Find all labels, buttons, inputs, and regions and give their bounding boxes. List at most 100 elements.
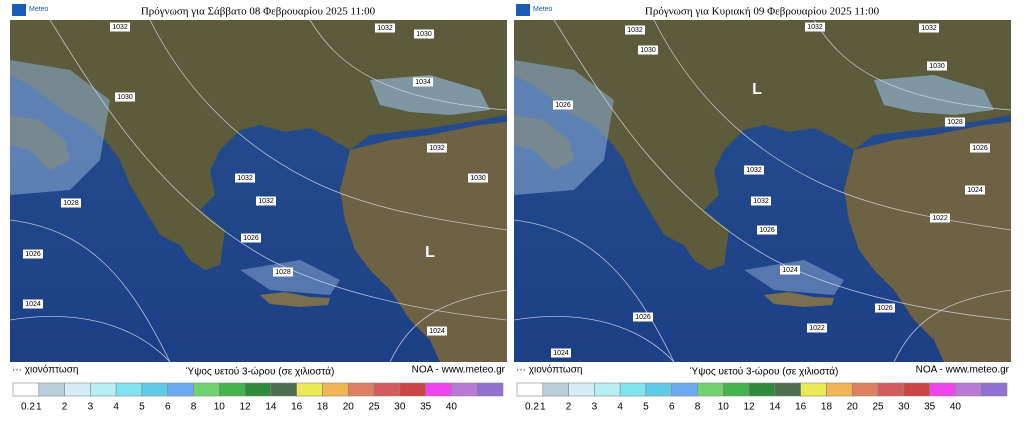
scale-label: 5 bbox=[643, 402, 649, 413]
isobar-label: 1026 bbox=[555, 102, 571, 109]
isobar-label: 1028 bbox=[63, 200, 79, 207]
isobar-label: 1028 bbox=[947, 119, 963, 126]
logo-icon bbox=[516, 4, 530, 16]
scale-label: 3 bbox=[592, 402, 598, 413]
isobar-label-box bbox=[553, 100, 573, 110]
source: NOA - www.meteo.gr bbox=[412, 365, 506, 376]
isobar-label: 1032 bbox=[237, 175, 253, 182]
scale-swatch bbox=[877, 382, 905, 397]
isobar-label: 1024 bbox=[25, 301, 41, 308]
isobar-label: 1030 bbox=[470, 175, 486, 182]
logo-text: Meteo bbox=[29, 6, 49, 13]
scale-label: 20 bbox=[847, 402, 859, 413]
scale-label: 20 bbox=[343, 402, 355, 413]
scale-label: 40 bbox=[950, 402, 962, 413]
scale-swatch bbox=[193, 382, 220, 397]
isobar-label-box bbox=[625, 25, 645, 35]
isobar-label-box bbox=[970, 143, 990, 153]
scale-label: 5 bbox=[139, 402, 145, 413]
scale-swatch bbox=[980, 382, 1008, 397]
isobar-label: 1032 bbox=[753, 198, 769, 205]
scale-label: 2 bbox=[566, 402, 572, 413]
scale-swatch bbox=[903, 382, 930, 397]
scale-swatch bbox=[955, 382, 982, 397]
scale-label: 40 bbox=[446, 402, 458, 413]
isobar-label-box bbox=[414, 29, 434, 39]
isobar-label-box bbox=[273, 267, 293, 277]
isobar-label-box bbox=[757, 225, 777, 235]
isobar-label-box bbox=[61, 198, 81, 208]
forecast-panel: Πρόγνωση για Σάββατο 08 Φεβρουαρίου 2025… bbox=[9, 4, 508, 413]
scale-label: 18 bbox=[317, 402, 329, 413]
isobar-label-box bbox=[751, 196, 771, 206]
isobar-label-box bbox=[115, 92, 135, 102]
scale-swatch bbox=[373, 382, 401, 397]
scale-label: 10 bbox=[214, 402, 226, 413]
isobar-label-box bbox=[780, 265, 800, 275]
scale-label: 35 bbox=[420, 402, 432, 413]
forecast-panel: Πρόγνωση για Κυριακή 09 Φεβρουαρίου 2025… bbox=[513, 4, 1012, 413]
isobar-label-box bbox=[919, 23, 939, 33]
scale-label: 30 bbox=[394, 402, 406, 413]
scale-label: 25 bbox=[872, 402, 884, 413]
isobar-label-box bbox=[930, 213, 950, 223]
isobar-label-box bbox=[413, 77, 433, 87]
scale-swatch bbox=[347, 382, 375, 397]
isobar-label: 1026 bbox=[25, 251, 41, 258]
source: NOA - www.meteo.gr bbox=[916, 365, 1010, 376]
panel-title: Πρόγνωση για Κυριακή 09 Φεβρουαρίου 2025… bbox=[645, 6, 880, 18]
scale-label: 0.2 bbox=[21, 402, 35, 413]
pressure-labels: 1032 1030 1032 1032 1030 L 1026 1028 1026 1032 102… bbox=[551, 22, 990, 358]
isobar-label: 1026 bbox=[635, 314, 651, 321]
scale-label: 8 bbox=[191, 402, 197, 413]
isobar-label-box bbox=[256, 196, 276, 206]
isobar-label: 1032 bbox=[746, 167, 762, 174]
map bbox=[513, 19, 1012, 363]
scale-label: 16 bbox=[291, 402, 303, 413]
isobar-label: 1030 bbox=[640, 47, 656, 54]
scale-label: 1 bbox=[540, 402, 546, 413]
scale-label: 1 bbox=[36, 402, 42, 413]
scale-swatch bbox=[425, 382, 452, 397]
isobar-label-box bbox=[875, 303, 895, 313]
isobar-label: 1034 bbox=[415, 79, 431, 86]
isobar-label-box bbox=[744, 165, 764, 175]
scale-label: 14 bbox=[769, 402, 781, 413]
scale-swatch bbox=[167, 382, 194, 397]
isobar-label: 1032 bbox=[627, 27, 643, 34]
isobar-label-box bbox=[551, 348, 571, 358]
scale-swatch bbox=[568, 382, 595, 397]
isobar-label: 1026 bbox=[877, 305, 893, 312]
scale-swatch bbox=[244, 382, 272, 397]
isobar-label: 1026 bbox=[243, 235, 259, 242]
pressure-labels: 1032 1032 1030 1034 1030 1032 1030 1028 1032 1032… bbox=[23, 22, 488, 336]
isobar-label: 1032 bbox=[258, 198, 274, 205]
isobar-label: 1024 bbox=[782, 267, 798, 274]
scale-swatch bbox=[774, 382, 801, 397]
scale-label: 30 bbox=[898, 402, 910, 413]
isobar-label: 1032 bbox=[429, 145, 445, 152]
scale-label: 6 bbox=[669, 402, 675, 413]
scale-label: 12 bbox=[240, 402, 252, 413]
map bbox=[9, 19, 508, 363]
scale-label: 14 bbox=[265, 402, 277, 413]
isobar-label: 1030 bbox=[416, 31, 432, 38]
scale-swatch bbox=[645, 382, 673, 397]
isobar-label: 1022 bbox=[932, 215, 948, 222]
isobar-label-box bbox=[805, 22, 825, 32]
isobar-label-box bbox=[633, 312, 653, 322]
isobar-label: 1028 bbox=[275, 269, 291, 276]
scale-swatch bbox=[723, 382, 750, 397]
scale-swatch bbox=[12, 382, 40, 397]
isobar-label-box bbox=[807, 323, 827, 333]
scale-swatch bbox=[90, 382, 117, 397]
scale-label: 2 bbox=[62, 402, 68, 413]
scale-swatch bbox=[516, 382, 544, 397]
scale-swatch bbox=[141, 382, 169, 397]
scale-swatch bbox=[64, 382, 91, 397]
isobar-label: 1022 bbox=[809, 325, 825, 332]
scale-swatch bbox=[697, 382, 724, 397]
isobar-label-box bbox=[375, 23, 395, 33]
low-marker: L bbox=[425, 244, 435, 261]
